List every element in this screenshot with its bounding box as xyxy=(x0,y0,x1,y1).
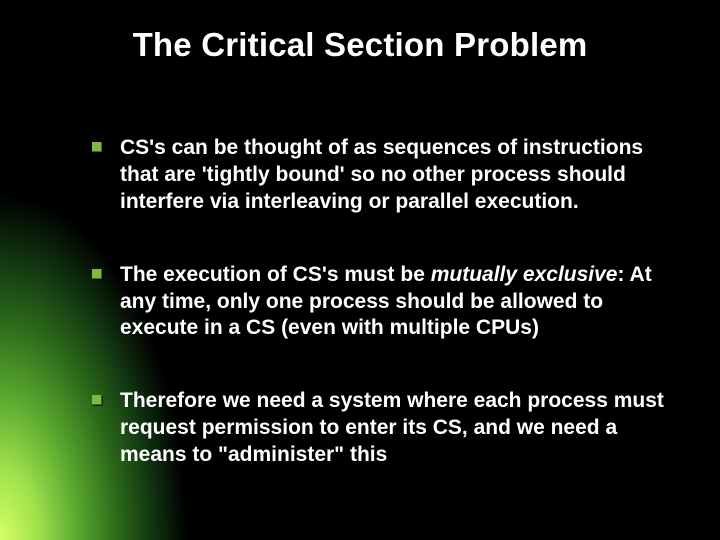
bullet-text-run: The execution of CS's must be xyxy=(120,263,431,286)
bullet-list: CS's can be thought of as sequences of i… xyxy=(90,135,675,469)
bullet-item: CS's can be thought of as sequences of i… xyxy=(90,135,675,216)
slide-title: The Critical Section Problem xyxy=(0,26,720,64)
bullet-text-run: Therefore we need a system where each pr… xyxy=(120,389,664,466)
slide-container: The Critical Section Problem CS's can be… xyxy=(0,0,720,540)
bullet-text-run: CS's can be thought of as sequences of i… xyxy=(120,136,643,213)
bullet-item: The execution of CS's must be mutually e… xyxy=(90,262,675,343)
bullet-text-run: mutually exclusive xyxy=(431,263,618,286)
bullet-item: Therefore we need a system where each pr… xyxy=(90,388,675,469)
